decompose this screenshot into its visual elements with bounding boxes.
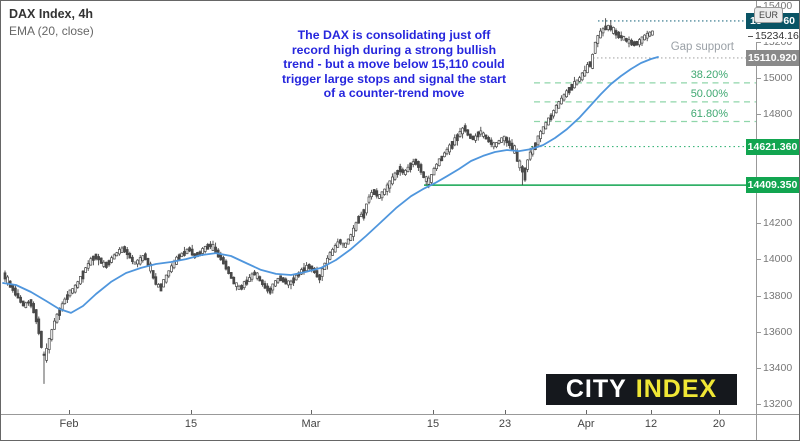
annotation-line-2: record high during a strong bullish	[291, 42, 497, 57]
eur-currency-chip[interactable]: EUR	[754, 7, 783, 23]
price-tick-13400: 13400	[750, 362, 797, 374]
time-label-12: 12	[644, 418, 658, 430]
time-tick-mark-23	[505, 410, 506, 414]
price-tick-15000: 15000	[750, 72, 797, 84]
ema-line	[2, 56, 659, 314]
last-price-suffix: 60	[783, 14, 795, 27]
support-badge-14409: 14409.350	[746, 177, 799, 194]
annotation-line-3: trend - but a move below 15,110 could	[283, 57, 505, 72]
annotation-line-4: trigger large stops and signal the start	[281, 71, 507, 86]
logo-city-text: CITY	[565, 375, 627, 403]
time-label-Apr: Apr	[577, 418, 595, 430]
time-tick-mark-12	[651, 410, 652, 414]
gap-support-badge: 15110.920	[746, 49, 799, 66]
gap-support-label: Gap support	[670, 41, 734, 53]
time-axis-separator	[1, 414, 799, 415]
candles-layer	[3, 18, 654, 384]
time-tick-mark-Apr	[586, 410, 587, 414]
price-tick-13200: 13200	[750, 398, 797, 410]
time-label-Mar: Mar	[301, 418, 321, 430]
price-tick-13600: 13600	[750, 326, 797, 338]
price-tick-14000: 14000	[750, 253, 797, 265]
annotation-text[interactable]: The DAX is consolidating just off record …	[259, 28, 529, 101]
time-tick-mark-15	[191, 410, 192, 414]
level-lines-layer[interactable]	[424, 20, 756, 186]
time-tick-mark-Mar	[311, 410, 312, 414]
support-badge-14621: 14621.360	[746, 138, 799, 155]
time-tick-mark-20	[719, 410, 720, 414]
fib-618-label: 61.80%	[690, 107, 728, 120]
price-axis-separator	[756, 1, 757, 440]
time-label-Feb: Feb	[59, 418, 79, 430]
city-index-logo: CITY INDEX	[546, 374, 737, 405]
price-tick-14200: 14200	[750, 217, 797, 229]
price-tick-15400: 15400	[750, 1, 797, 12]
symbol-title[interactable]: DAX Index, 4h	[9, 7, 94, 21]
fib-382-label: 38.20%	[690, 68, 728, 81]
price-label-15234: 15234.160	[746, 29, 799, 42]
time-tick-mark-15	[433, 410, 434, 414]
time-tick-mark-Feb	[69, 410, 70, 414]
time-label-15: 15	[184, 418, 198, 430]
indicator-label[interactable]: EMA (20, close)	[9, 24, 94, 38]
fib-500-label: 50.00%	[690, 87, 728, 100]
price-tick-13800: 13800	[750, 290, 797, 302]
time-label-23: 23	[498, 418, 512, 430]
time-label-20: 20	[712, 418, 726, 430]
time-label-15: 15	[426, 418, 440, 430]
logo-index-text: INDEX	[635, 375, 718, 403]
annotation-line-5: of a counter-trend move	[323, 86, 465, 101]
price-tick-14800: 14800	[750, 108, 797, 120]
annotation-line-1: The DAX is consolidating just off	[297, 28, 491, 42]
